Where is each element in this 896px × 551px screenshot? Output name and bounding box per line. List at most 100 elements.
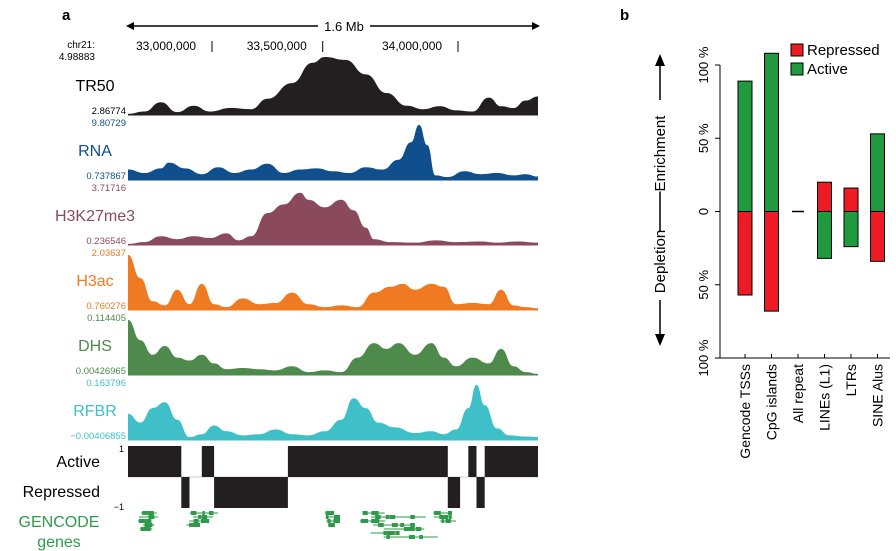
x-tick-label: SINE Alus [870,364,886,427]
y-tick-label: 50 % [696,123,711,153]
track-rna: RNA 0.737867 9.80729 [78,118,538,182]
track-max-label: 0.163796 [86,378,126,389]
y-tick-label: 100 % [696,46,711,83]
x-tick-label: LTRs [843,364,859,396]
signal-area [128,319,538,375]
gene-exon [433,511,438,515]
gene-exon [420,535,423,539]
repressed-bar [817,181,832,212]
coordinate-axis: 33,000,000 33,500,000 34,000,000 4.98883 [59,39,459,63]
gene-exon [328,519,331,523]
repressed-bar [737,211,753,296]
track-name: RNA [78,143,112,160]
track-name: TR50 [75,78,114,95]
track-tr50: TR50 2.86774 [75,57,538,117]
signal-area [128,57,538,115]
gene-exon [446,519,451,523]
legend-label: Repressed [807,42,880,59]
gene-exon [147,527,151,531]
gene-exon [371,511,374,515]
gene-exon [145,527,149,531]
repressed-segment [214,477,288,508]
gene-exon [436,511,441,515]
active-segment [484,446,538,477]
gene-exon [150,511,154,515]
scale-bar: 1.6 Mb [126,18,540,34]
gene-exon [395,531,400,535]
legend-swatch [790,62,804,76]
state-bottom-tick: −1 [114,502,124,512]
gene-exon [202,515,206,519]
signal-area [128,192,538,245]
y-tick-label: 50 % [696,269,711,299]
active-label: Active [56,454,100,471]
y-tick-label: 0 [696,208,711,215]
gene-exon [329,523,333,527]
gene-exon [334,515,340,519]
ylabel-depletion: Depletion [652,230,669,293]
gene-exon [201,519,206,523]
gene-exon [195,523,201,527]
track-max-label: 0.114405 [87,313,126,324]
repressed-bar [764,211,779,312]
gene-exon [193,511,197,515]
gene-exon [445,519,448,523]
x-tick-label: LINEs (L1) [817,364,833,431]
gene-exon [203,519,210,523]
gene-exon [389,531,395,535]
gene-exon [373,519,380,523]
gene-exon [439,515,444,519]
track-name: RFBR [73,403,117,420]
gene-exon [142,511,148,515]
gene-exon [389,515,396,519]
gene-exon [142,527,149,531]
track-dhs: DHS 0.00426965 0.114405 [76,313,538,377]
chrom-label: chr21: [67,40,95,51]
gene-exon [138,519,143,523]
track-name: DHS [78,338,112,355]
active-bar [764,52,779,212]
gene-exon [409,527,415,531]
coord-tick-label: 33,500,000 [247,39,307,53]
x-tick-label: All repeat [790,364,806,423]
coord-tick-label: 34,000,000 [382,39,442,53]
gene-exon [383,531,388,535]
gene-exon [208,511,214,515]
gene-exon [448,515,452,519]
track-max-label: 9.80729 [92,118,126,129]
gene-exon [408,535,415,539]
signal-tracks: TR50 2.86774 RNA 0.737867 9.80729 H3K27me3 0.2… [55,57,538,442]
panel-a-label: a [62,7,71,24]
track-name: H3K27me3 [55,208,135,225]
track-h3k27me3: H3K27me3 0.236546 3.71716 [55,183,538,247]
repressed-segment [181,477,190,508]
gene-exon [378,523,384,527]
gene-exon [373,511,377,515]
repressed-bar [843,187,859,212]
gene-exon [371,519,375,523]
arrow-down-icon [655,334,665,346]
active-bar [817,211,832,259]
repressed-segment [476,477,485,508]
track-max-label: 4.98883 [59,52,96,63]
gene-exon [444,515,449,519]
track-min-label: 0.00426965 [76,366,126,377]
gene-exon [329,511,334,515]
gene-exon [147,511,152,515]
gene-exon [189,523,196,527]
legend-swatch [790,43,804,57]
active-bar [737,80,753,212]
gene-exon [391,523,398,527]
gene-exon [385,515,390,519]
track-min-label: 2.86774 [92,106,126,117]
active-segment [468,446,477,477]
gene-exon [325,515,329,519]
signal-area [128,254,538,310]
gene-exon [405,527,412,531]
gene-exon [144,523,150,527]
gene-exon [193,519,199,523]
gene-exon [441,519,445,523]
gencode-label: GENCODE [19,514,100,531]
track-min-label: 0.236546 [86,236,126,247]
gene-exon [362,511,368,515]
